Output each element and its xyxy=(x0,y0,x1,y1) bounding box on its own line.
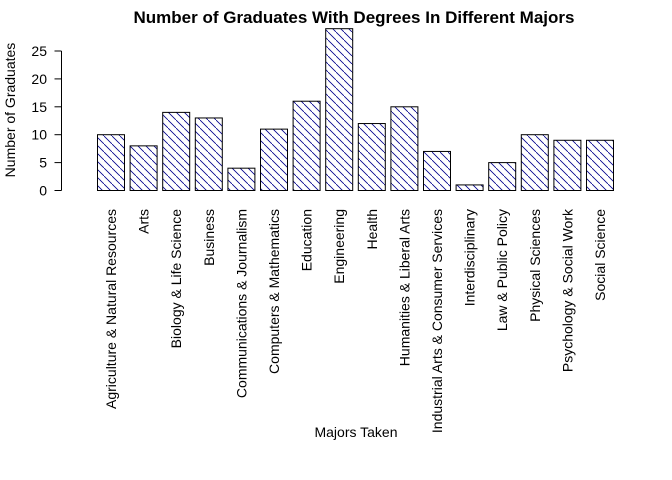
x-tick-label: Health xyxy=(364,209,380,249)
bar xyxy=(97,134,125,191)
bar xyxy=(423,150,451,192)
bar xyxy=(520,134,549,191)
x-tick-label: Education xyxy=(299,209,315,271)
bar xyxy=(162,111,191,191)
bars xyxy=(97,28,614,192)
x-tick-labels: Agriculture & Natural Resources Arts Biolo… xyxy=(103,208,608,433)
x-tick-label: Humanities & Liberal Arts xyxy=(396,209,412,366)
x-tick-label: Industrial Arts & Consumer Services xyxy=(429,209,445,433)
bar xyxy=(390,106,419,191)
bar xyxy=(586,139,614,191)
x-tick-label: Biology & Life Science xyxy=(168,209,184,349)
chart-title: Number of Graduates With Degrees In Diff… xyxy=(134,8,575,27)
y-tick-label: 15 xyxy=(31,99,47,115)
x-tick-label: Communications & Journalism xyxy=(233,209,249,398)
bar xyxy=(357,123,386,191)
x-tick-label: Arts xyxy=(136,209,152,234)
bar xyxy=(553,139,582,191)
y-axis-label: Number of Graduates xyxy=(2,43,18,178)
bar xyxy=(488,162,517,192)
x-tick-label: Agriculture & Natural Resources xyxy=(103,209,119,409)
x-tick-label: Psychology & Social Work xyxy=(559,208,575,372)
x-axis-label: Majors Taken xyxy=(314,424,397,440)
y-tick-label: 10 xyxy=(31,127,47,143)
x-tick-label: Law & Public Policy xyxy=(494,209,510,331)
x-tick-label: Engineering xyxy=(331,209,347,284)
y-tick-label: 0 xyxy=(39,183,47,199)
bar xyxy=(325,28,354,192)
bar xyxy=(260,128,288,191)
x-tick-label: Social Science xyxy=(592,209,608,301)
bar xyxy=(194,117,223,191)
x-tick-label: Physical Sciences xyxy=(527,209,543,322)
y-tick-label: 20 xyxy=(31,71,47,87)
bar xyxy=(455,184,484,191)
x-tick-label: Interdisciplinary xyxy=(462,209,478,306)
bar xyxy=(129,145,158,191)
y-tick-label: 5 xyxy=(39,155,47,171)
x-tick-label: Business xyxy=(201,209,217,266)
x-tick-label: Computers & Mathematics xyxy=(266,209,282,374)
bar xyxy=(227,167,256,191)
y-axis: 0 5 10 15 20 25 xyxy=(31,43,62,199)
y-tick-label: 25 xyxy=(31,43,47,59)
bar xyxy=(292,100,321,191)
